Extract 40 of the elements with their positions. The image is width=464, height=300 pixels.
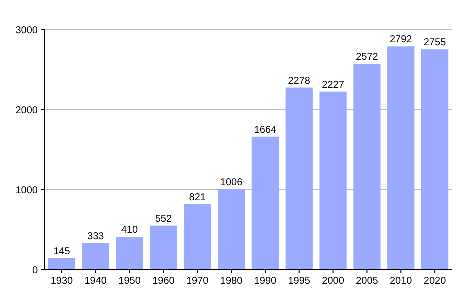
- bar: [184, 204, 212, 270]
- y-tick-label: 0: [32, 266, 38, 276]
- data-label: 145: [54, 246, 71, 258]
- x-tick-label: 1995: [288, 276, 311, 287]
- bar: [286, 88, 313, 270]
- x-tick-label: 1960: [152, 276, 176, 287]
- bar: [150, 226, 178, 270]
- x-tick-label: 1930: [50, 276, 74, 287]
- x-tick-label: 2020: [424, 276, 447, 287]
- x-tick-label: 1970: [186, 276, 210, 287]
- bar: [82, 243, 110, 270]
- data-label: 2278: [288, 76, 311, 87]
- x-tick-label: 2000: [322, 276, 345, 287]
- data-label: 821: [189, 192, 206, 204]
- data-label: 410: [121, 225, 139, 236]
- y-tick-label: 2000: [16, 106, 38, 116]
- bar: [252, 136, 280, 270]
- y-tick-label: 3000: [16, 26, 38, 36]
- x-tick-label: 1980: [220, 276, 244, 287]
- bar: [320, 92, 347, 270]
- x-tick-label: 2005: [356, 276, 379, 287]
- x-tick-label: 1940: [84, 276, 108, 287]
- data-label: 333: [88, 231, 105, 242]
- bar: [218, 190, 246, 270]
- data-label: 552: [155, 214, 172, 225]
- bar: [48, 258, 76, 270]
- data-label: 1664: [254, 124, 278, 136]
- bar: [354, 64, 381, 270]
- data-label: 2755: [424, 38, 447, 49]
- y-tick-label: 1000: [16, 186, 38, 196]
- bar: [388, 46, 415, 270]
- data-label: 2227: [322, 80, 345, 91]
- bar: [421, 50, 449, 270]
- x-tick-label: 1990: [254, 276, 278, 287]
- data-label: 2572: [356, 52, 379, 64]
- x-tick-label: 2010: [390, 276, 413, 287]
- bar: [116, 237, 144, 270]
- data-label: 2792: [390, 34, 413, 46]
- data-label: 1006: [220, 178, 244, 189]
- x-tick-label: 1950: [118, 276, 142, 287]
